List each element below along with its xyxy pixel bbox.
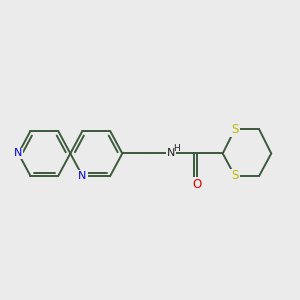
Text: O: O xyxy=(192,178,201,191)
Text: N: N xyxy=(78,171,87,181)
Text: S: S xyxy=(231,169,239,182)
Text: N: N xyxy=(167,148,175,158)
Text: H: H xyxy=(173,144,180,153)
Text: N: N xyxy=(14,148,22,158)
Text: S: S xyxy=(231,123,239,136)
